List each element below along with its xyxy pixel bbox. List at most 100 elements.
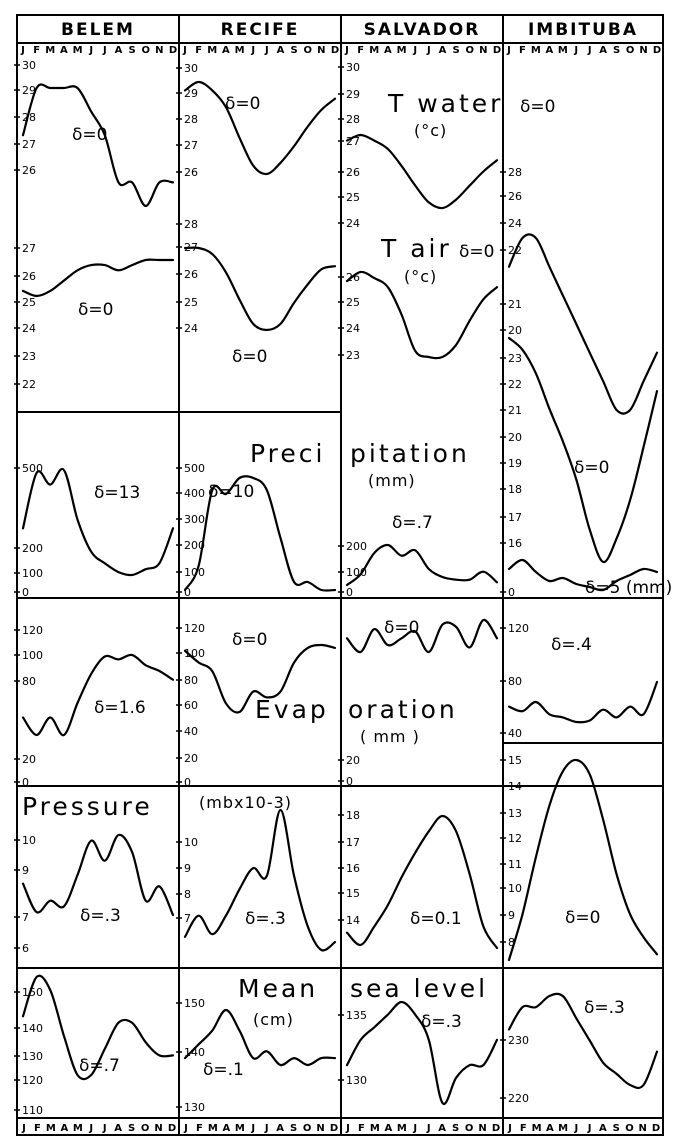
y-tick-label: 100 <box>346 566 367 579</box>
y-tick-label: 130 <box>22 1050 43 1063</box>
y-tick-label: 24 <box>346 322 360 335</box>
bottom-month-letter: F <box>196 1123 203 1134</box>
label-msl-unit: (cm) <box>253 1010 294 1029</box>
y-tick-label: 22 <box>508 378 522 391</box>
y-tick-label: 25 <box>346 191 360 204</box>
series-line <box>183 246 337 332</box>
bottom-month-letter: J <box>426 1123 431 1134</box>
month-letter: M <box>558 45 568 56</box>
series-line <box>345 133 499 210</box>
panel-belem-mean-sea-level: 150 140 130 120 110 δ=.7 <box>14 974 175 1117</box>
month-letter: A <box>439 45 447 56</box>
bottom-month-letter: N <box>316 1123 324 1134</box>
month-letter: S <box>452 45 459 56</box>
series-line <box>21 833 175 917</box>
y-tick-label: 14 <box>508 780 522 793</box>
y-tick-label: 7 <box>22 911 29 924</box>
y-tick-label: 200 <box>346 540 367 553</box>
series-line <box>183 475 337 592</box>
bottom-month-letter: M <box>370 1123 380 1134</box>
series-line <box>183 643 337 714</box>
y-tick-label: 29 <box>22 84 36 97</box>
series-line <box>345 618 499 654</box>
bottom-month-letter: J <box>573 1123 578 1134</box>
series-line <box>183 80 337 176</box>
bottom-month-letter: J <box>507 1123 512 1134</box>
y-tick-label: 26 <box>22 164 36 177</box>
bottom-month-letter: M <box>73 1123 83 1134</box>
y-tick-label: 16 <box>346 862 360 875</box>
series-line <box>507 680 659 724</box>
bottom-month-letter: S <box>128 1123 135 1134</box>
series-line <box>507 758 659 962</box>
y-tick-label: 0 <box>184 586 191 599</box>
delta-label: δ=0 <box>232 347 267 367</box>
series-line <box>345 814 499 950</box>
label-evaporation-b: oration <box>348 695 458 724</box>
bottom-month-letter: M <box>397 1123 407 1134</box>
y-tick-label: 0 <box>22 776 29 789</box>
y-tick-label: 20 <box>508 324 522 337</box>
y-tick-label: 12 <box>508 832 522 845</box>
y-tick-label: 110 <box>22 1104 43 1117</box>
y-tick-label: 20 <box>22 753 36 766</box>
y-tick-label: 28 <box>22 111 36 124</box>
bottom-month-letter: J <box>250 1123 255 1134</box>
y-tick-label: 24 <box>184 322 198 335</box>
y-tick-label: 10 <box>22 834 36 847</box>
month-letter: F <box>33 45 40 56</box>
label-t-water: T water <box>387 89 503 118</box>
y-tick-label: 28 <box>184 218 198 231</box>
y-tick-label: 100 <box>184 647 205 660</box>
panels: 3029282726δ=0272625242322δ=05002001000δ=… <box>14 59 672 1117</box>
bottom-month-letter: N <box>154 1123 162 1134</box>
y-tick-label: 30 <box>184 62 198 75</box>
panel-belem-evaporation: 120 100 80 20 0 δ=1.6 <box>14 624 175 789</box>
panel-frames <box>16 14 664 1136</box>
y-tick-label: 28 <box>508 166 522 179</box>
series-line <box>21 258 175 298</box>
month-letter: M <box>397 45 407 56</box>
label-pressure-unit: (mbx10-3) <box>199 793 292 812</box>
month-letter: S <box>128 45 135 56</box>
variable-labels: T water (°c) T air (°c) Preci pitation (… <box>22 89 503 1029</box>
y-tick-label: 15 <box>508 754 522 767</box>
panel-imbituba-mean-sea-level: 230 220 δ=.3 <box>500 992 659 1105</box>
station-header-belem: BELEM <box>61 20 135 40</box>
station-header-imbituba: IMBITUBA <box>528 20 638 40</box>
month-letter: J <box>102 45 107 56</box>
y-tick-label: 27 <box>22 242 36 255</box>
y-tick-label: 23 <box>22 350 36 363</box>
month-letter: S <box>290 45 297 56</box>
y-tick-label: 19 <box>508 457 522 470</box>
bottom-month-letter: J <box>183 1123 188 1134</box>
bottom-month-letter: J <box>345 1123 350 1134</box>
y-tick-label: 400 <box>184 487 205 500</box>
bottom-month-letter: M <box>46 1123 56 1134</box>
month-letter: M <box>235 45 245 56</box>
panel-salvador-evaporation: 20 0 δ=0 <box>338 618 499 788</box>
panel-imbituba-evaporation: 120 80 40 δ=.4 <box>500 622 659 740</box>
month-letter: J <box>412 45 417 56</box>
delta-label: δ=1.6 <box>94 698 146 718</box>
label-msl-b: sea level <box>350 974 488 1003</box>
delta-label: δ=10 <box>208 482 254 502</box>
y-tick-label: 11 <box>508 858 522 871</box>
bottom-month-letter: J <box>102 1123 107 1134</box>
bottom-month-letter: O <box>625 1123 634 1134</box>
series-line <box>183 1008 337 1067</box>
panel-salvador-pressure: 18 17 16 15 14 δ=0.1 <box>338 809 499 950</box>
bottom-month-letter: J <box>264 1123 269 1134</box>
y-tick-label: 150 <box>22 986 43 999</box>
bottom-month-letter: A <box>546 1123 554 1134</box>
month-letter: J <box>264 45 269 56</box>
y-tick-label: 23 <box>508 352 522 365</box>
station-header-recife: RECIFE <box>221 20 300 40</box>
bottom-month-letter: D <box>652 1123 660 1134</box>
y-tick-label: 15 <box>346 887 360 900</box>
